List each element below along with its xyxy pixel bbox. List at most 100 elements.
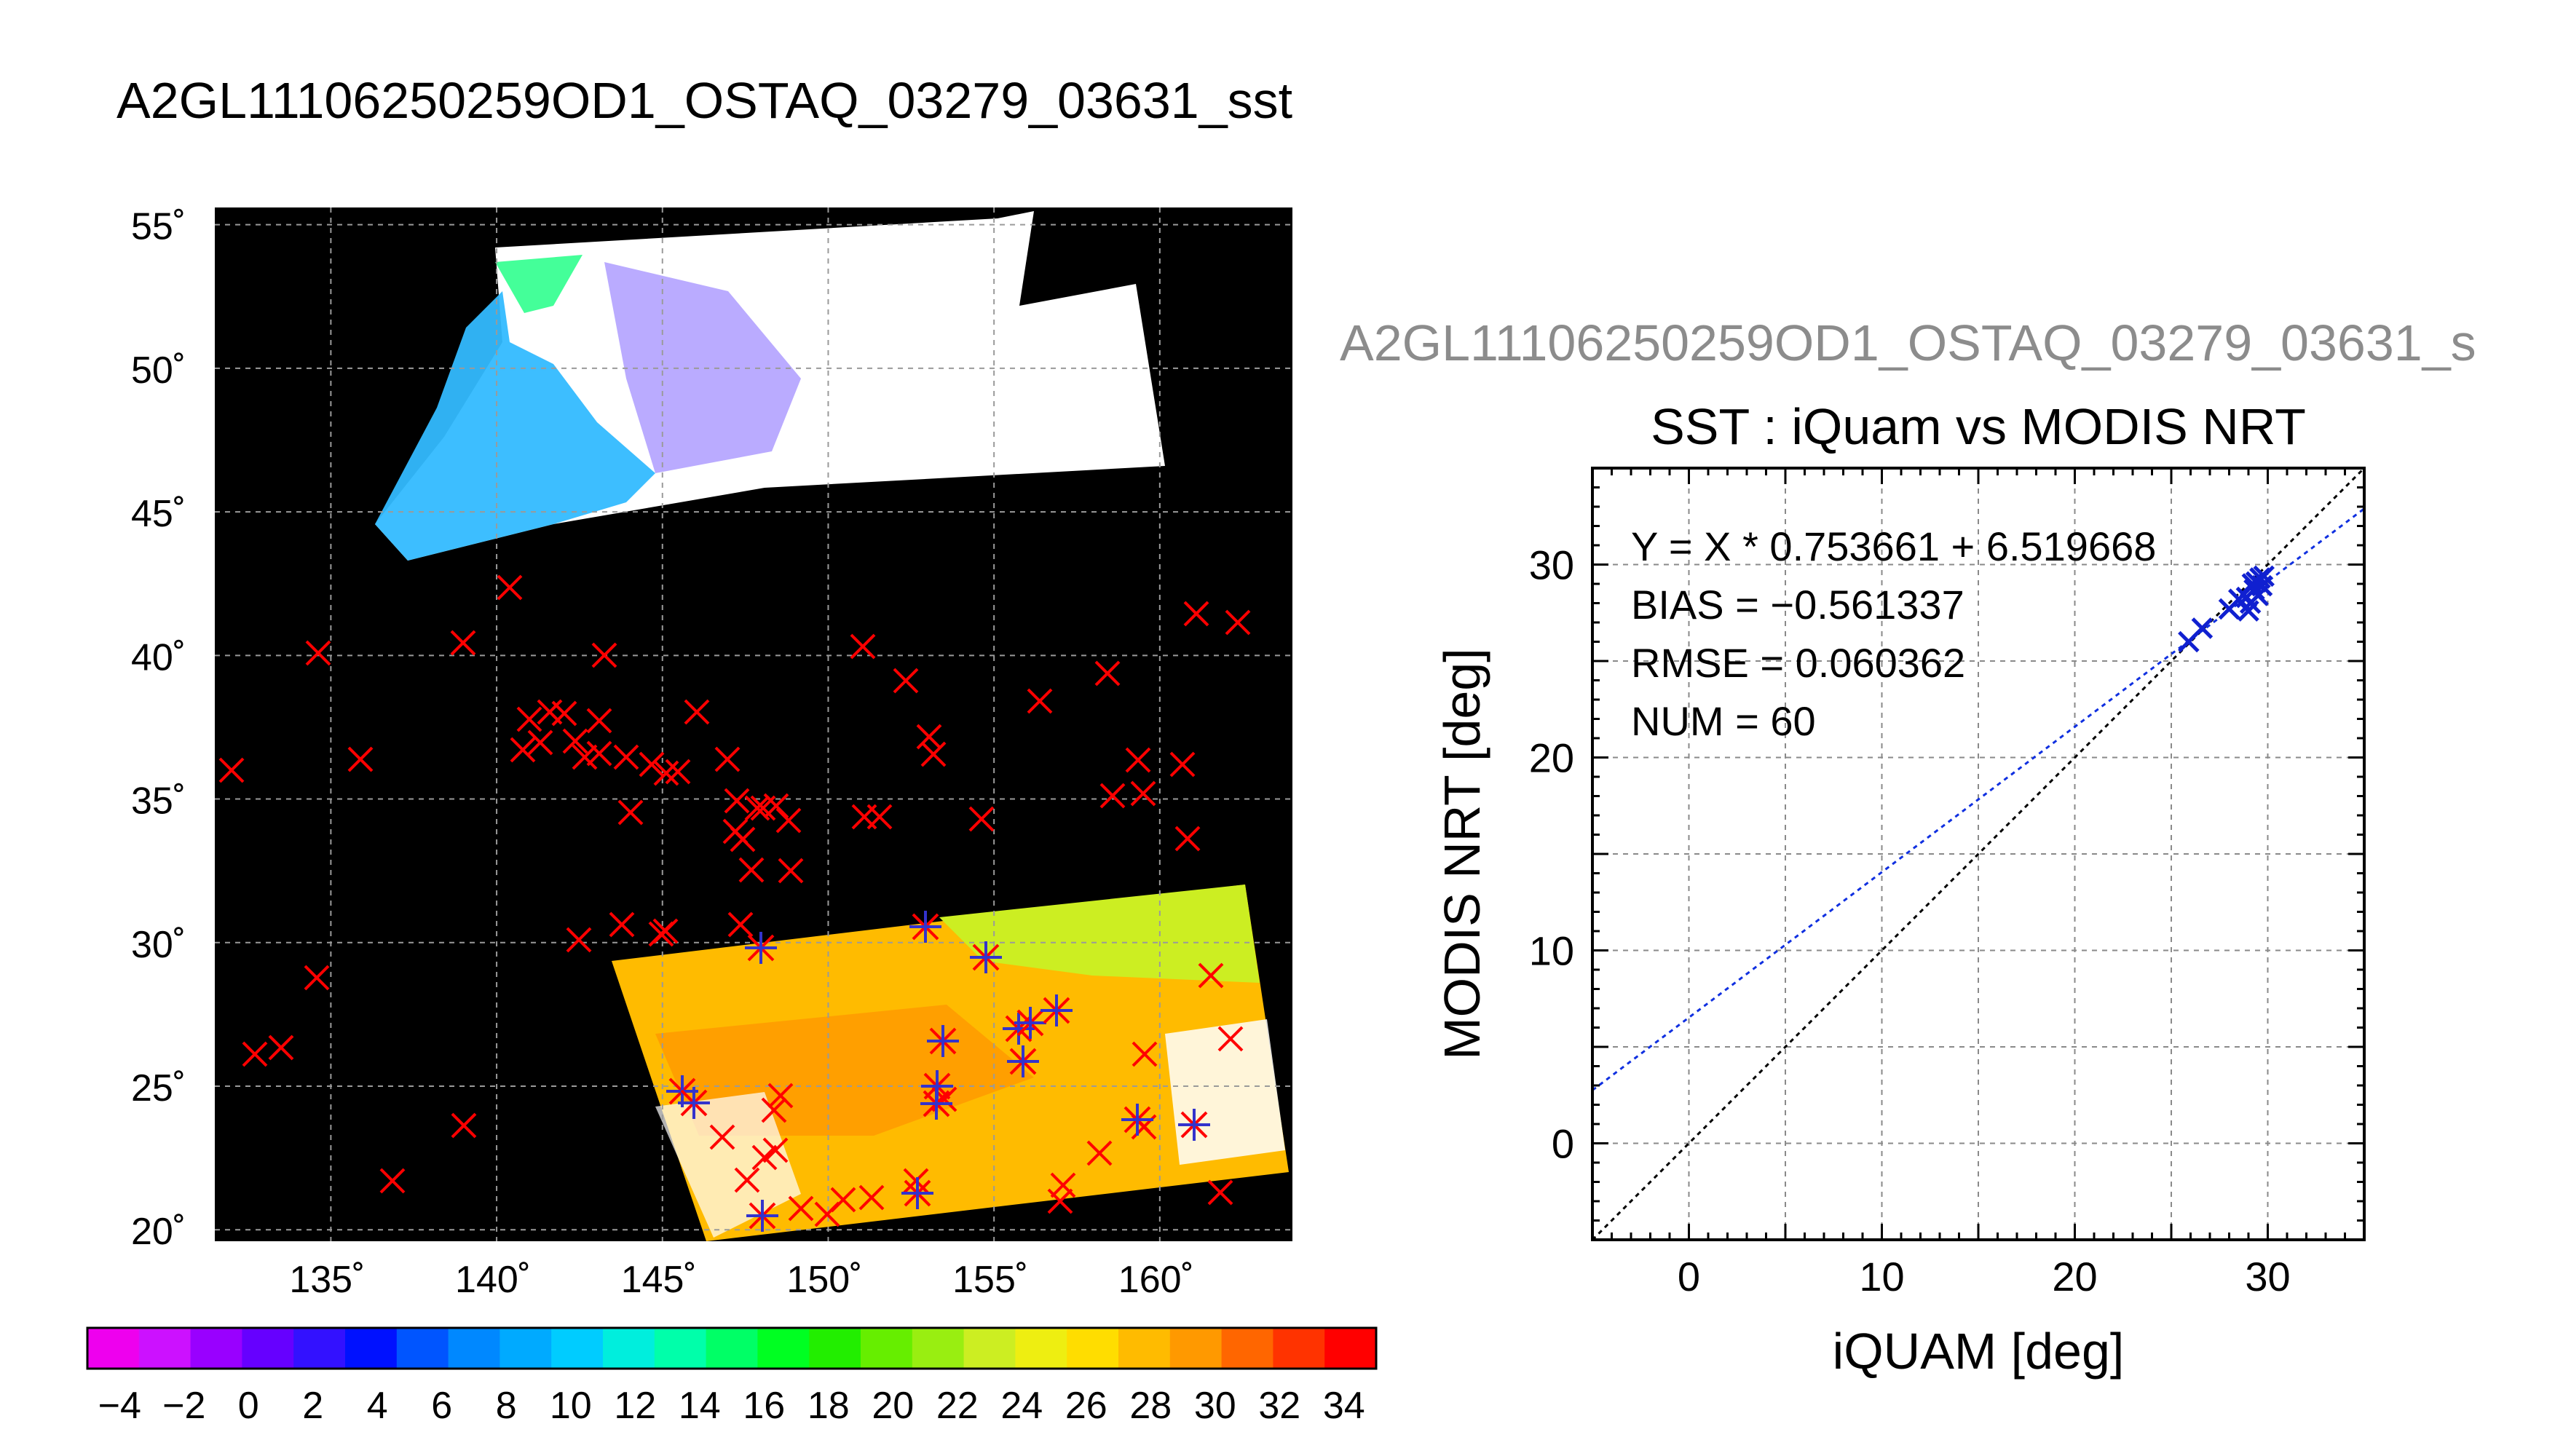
insitu-marker [586,708,612,734]
colorbar-cell [1169,1328,1223,1369]
latitude-label: 35˚ [131,780,186,823]
colorbar-cell [1118,1328,1171,1369]
x-tick-label: 30 [2245,1254,2290,1299]
colorbar-cell [1273,1328,1326,1369]
figure-title: A2GL11106250259OD1_OSTAQ_03279_03631_sst [117,72,1292,129]
insitu-marker [609,911,635,938]
colorbar-cell [809,1328,861,1369]
latitude-label: 30˚ [131,924,186,966]
insitu-marker [613,744,639,770]
latitude-label: 55˚ [131,206,186,248]
sst-map: 55˚ 50˚ 45˚ 40˚ 35˚ 30˚ 25˚ 20˚ 135˚ 140˚ 145˚ 150… [131,206,1292,1301]
south-swath-sst-1 [939,885,1260,983]
insitu-marker [497,574,523,601]
insitu-marker [1207,1179,1233,1206]
insitu-marker [268,1034,294,1061]
insitu-marker [1094,660,1121,687]
insitu-marker [1198,962,1224,989]
colorbar-tick-label: −2 [162,1385,205,1427]
scatter-header: A2GL11106250259OD1_OSTAQ_03279_03631_s [1340,314,2476,371]
insitu-marker [727,911,754,938]
insitu-marker [1050,1172,1076,1198]
insitu-marker [920,741,947,767]
insitu-marker [665,759,691,785]
insitu-marker [566,927,592,953]
matched-marker [1007,1045,1039,1077]
colorbar-tick-label: 32 [1258,1385,1300,1427]
insitu-marker [510,737,536,763]
insitu-marker [516,706,542,732]
matched-marker [927,1025,959,1057]
fit-line [1592,507,2364,1091]
fit-equation: Y = X * 0.753661 + 6.519668 [1631,523,2156,569]
plot-grid [1592,468,2364,1240]
insitu-marker [724,788,750,814]
longitude-label: 150˚ [786,1259,862,1301]
insitu-marker [1027,688,1053,714]
matched-marker [1178,1109,1210,1141]
y-tick-label: 10 [1529,928,1574,974]
colorbar-tick-label: 18 [807,1385,850,1427]
colorbar-tick-label: 6 [431,1385,452,1427]
insitu-marker [714,746,741,772]
insitu-marker [1125,747,1151,773]
y-tick-label: 30 [1529,542,1574,588]
south-swath-cloud-2 [655,1092,801,1238]
colorbar-tick-label: 16 [743,1385,785,1427]
colorbar-cell [138,1328,191,1369]
colorbar-tick-label: 24 [1000,1385,1043,1427]
latitude-labels: 55˚ 50˚ 45˚ 40˚ 35˚ 30˚ 25˚ 20˚ [131,206,186,1254]
x-tick-label: 20 [2052,1254,2097,1299]
colorbar-cell [499,1328,553,1369]
colorbar-tick-label: 2 [302,1385,323,1427]
insitu-marker [586,740,612,767]
insitu-marker [738,857,765,883]
colorbar-tick-label: 34 [1323,1385,1365,1427]
fit-annotations: Y = X * 0.753661 + 6.519668 BIAS = −0.56… [1631,523,2156,744]
map-grid [215,207,1292,1241]
insitu-marker [1099,783,1126,809]
colorbar-labels: −4 −2 0 2 4 6 8 10 12 14 16 18 20 22 24 26 28 30 32 34 [98,1385,1365,1427]
plot-ticks: 0 10 20 30 0 10 20 30 [1529,468,2364,1299]
insitu-marker [775,807,802,834]
insitu-marker [684,699,710,725]
insitu-marker [347,746,374,772]
insitu-marker [866,804,893,830]
colorbar-tick-label: 30 [1194,1385,1236,1427]
insitu-marker [788,1195,814,1222]
colorbar-tick-label: 8 [496,1385,517,1427]
matched-marker [920,1088,952,1120]
north-swath-sst-3 [604,262,801,473]
plot-area [1592,468,2364,1240]
colorbar-cell [87,1328,140,1369]
colorbar-cell [551,1328,604,1369]
colorbar: −4 −2 0 2 4 6 8 10 12 14 16 18 20 22 24 26 28 30 32 34 [86,1326,1378,1427]
longitude-label: 140˚ [455,1259,531,1301]
insitu-marker [617,799,644,826]
longitude-label: 155˚ [952,1259,1028,1301]
y-axis-label: MODIS NRT [deg] [1434,648,1490,1059]
insitu-marker [1174,826,1201,852]
insitu-marker [968,806,995,832]
colorbar-tick-label: 14 [679,1385,721,1427]
insitu-marker [767,1083,794,1109]
colorbar-tick-label: 26 [1065,1385,1107,1427]
colorbar-cell [1221,1328,1274,1369]
colorbar-cell [757,1328,810,1369]
matched-marker [909,911,941,943]
scatter-point [2253,565,2275,587]
insitu-marker [751,1144,778,1171]
colorbar-cell [963,1328,1016,1369]
colorbar-tick-label: 0 [238,1385,259,1427]
latitude-label: 50˚ [131,349,186,392]
insitu-marker [1225,609,1251,636]
insitu-marker [218,757,245,783]
insitu-marker [379,1168,406,1194]
longitude-labels: 135˚ 140˚ 145˚ 150˚ 155˚ 160˚ [289,1259,1194,1301]
longitude-label: 135˚ [289,1259,365,1301]
matched-marker [1121,1104,1153,1136]
matched-marker [746,1200,778,1232]
colorbar-cell [706,1328,759,1369]
insitu-marker [562,728,588,754]
matched-marker [1014,1007,1046,1039]
